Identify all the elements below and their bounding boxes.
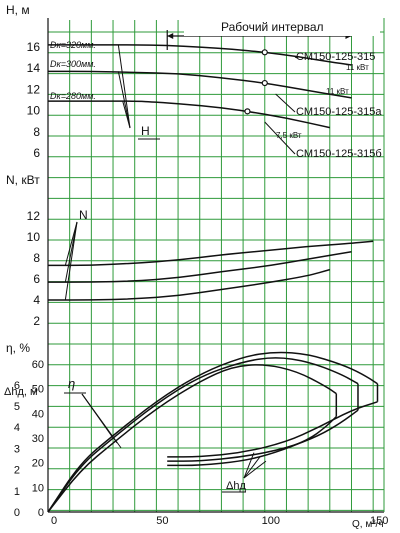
n-axis-label: N, кВт xyxy=(6,173,40,187)
h-annotation: H xyxy=(141,124,150,138)
y-tick-label: 8 xyxy=(33,125,40,139)
series-line xyxy=(167,401,378,458)
eta-tick-label: 50 xyxy=(32,384,44,396)
grid xyxy=(48,20,384,512)
series-line xyxy=(47,357,359,513)
npsh-tick-label: 2 xyxy=(14,465,20,477)
n-annotation: N xyxy=(79,208,88,222)
model-315-label: СМ150-125-315 xyxy=(296,51,375,63)
duty-point xyxy=(261,79,268,87)
x-axis-label: Q, м³/ч xyxy=(352,519,384,530)
model-pointer xyxy=(294,56,298,59)
model-pointer xyxy=(264,121,296,155)
npsh-tick-label: 6 xyxy=(14,380,20,392)
duty-point xyxy=(244,108,251,115)
model-315b-label: СМ150-125-315б xyxy=(296,148,382,160)
eta-tick-label: 10 xyxy=(32,482,44,494)
npsh-tick-label: 4 xyxy=(14,422,20,434)
eta-tick-label: 0 xyxy=(38,507,44,519)
npsh-axis-label: Δhд, м xyxy=(4,386,38,398)
npsh-tick-label: 5 xyxy=(14,401,20,413)
h-leader-line xyxy=(117,71,131,129)
npsh-leader-line xyxy=(243,452,255,479)
series-line xyxy=(167,409,359,462)
y-tick-label: 4 xyxy=(33,293,40,307)
h-axis-label: H, м xyxy=(6,3,30,17)
y-tick-label: 10 xyxy=(27,230,41,244)
x-tick-label: 0 xyxy=(51,515,57,527)
npsh-tick-label: 1 xyxy=(14,486,20,498)
eta-tick-label: 60 xyxy=(32,359,44,371)
n-leader-line xyxy=(64,221,78,301)
x-tick-label: 100 xyxy=(262,515,280,527)
h-leader-line xyxy=(117,44,131,129)
y-tick-label: 12 xyxy=(27,82,41,96)
y-tick-label: 2 xyxy=(33,314,40,328)
y-tick-label: 8 xyxy=(33,251,40,265)
x-tick-label: 50 xyxy=(156,515,168,527)
y-tick-label: 16 xyxy=(27,40,41,54)
y-tick-label: 14 xyxy=(27,61,41,75)
y-tick-label: 6 xyxy=(33,272,40,286)
dk300-label: Dк=300мм. xyxy=(50,59,96,69)
series-line xyxy=(48,100,330,129)
y-tick-label: 6 xyxy=(33,146,40,160)
eta-annotation: η xyxy=(68,376,75,391)
eta-tick-label: 30 xyxy=(32,433,44,445)
dk280-label: Dк=280мм. xyxy=(50,91,96,101)
npsh-tick-label: 3 xyxy=(14,443,20,455)
motor-7-5kw-label: 7,5 кВт xyxy=(276,131,302,140)
eta-axis-label: η, % xyxy=(6,341,30,355)
series-line xyxy=(47,240,374,267)
h-leader-line xyxy=(122,100,131,129)
y-tick-label: 12 xyxy=(27,209,41,223)
model-pointer xyxy=(275,93,296,113)
npsh-annotation: Δhд xyxy=(226,480,246,492)
working-interval-bg xyxy=(184,18,380,36)
series-line xyxy=(48,70,352,99)
dk320-label: Dк=320мм. xyxy=(50,40,96,50)
model-315a-label: СМ150-125-315а xyxy=(296,106,382,118)
npsh-leader-line xyxy=(243,460,267,479)
series-line xyxy=(48,44,352,66)
working-interval-left-arrow xyxy=(167,33,174,39)
npsh-leader-line xyxy=(243,456,261,479)
working-interval-label: Рабочий интервал xyxy=(221,20,324,34)
series-line xyxy=(48,250,352,283)
npsh-tick-label: 0 xyxy=(14,507,20,519)
eta-tick-label: 40 xyxy=(32,408,44,420)
series-line xyxy=(47,364,337,513)
n-leader-line xyxy=(64,221,78,266)
y-tick-label: 10 xyxy=(27,104,41,118)
motor-11kw-label-2: 11 кВт xyxy=(326,87,349,96)
duty-point xyxy=(261,49,268,56)
eta-leader-line xyxy=(81,393,122,449)
motor-11kw-label-1: 11 кВт xyxy=(346,63,369,72)
x-tick-label: 150 xyxy=(370,515,388,527)
series-line xyxy=(47,268,331,301)
series-line xyxy=(47,351,378,513)
eta-tick-label: 20 xyxy=(32,458,44,470)
